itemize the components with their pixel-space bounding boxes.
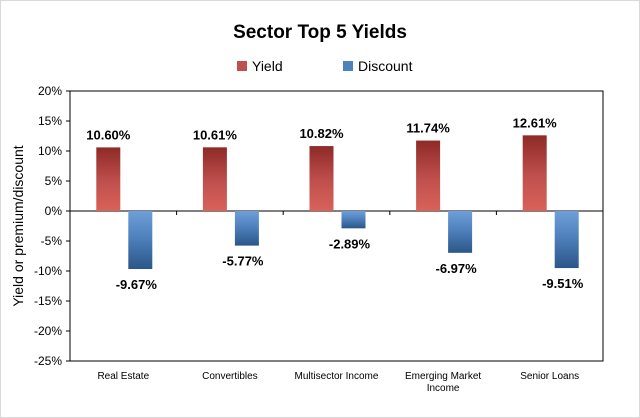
x-category-label: Real Estate xyxy=(97,371,149,382)
y-tick-label: -20% xyxy=(34,324,62,338)
plot-area: -25% -20% -15% -10% -5% 0% 5% 10% 15% 20% 10.60% -9… xyxy=(34,84,604,394)
y-tick-label: 0% xyxy=(45,204,63,218)
data-label-yield: 12.61% xyxy=(513,115,558,130)
bar-yield xyxy=(96,147,121,211)
bar-yield xyxy=(416,140,441,211)
data-label-yield: 10.60% xyxy=(86,127,131,142)
y-tick-label: -10% xyxy=(34,264,62,278)
legend-swatch-discount xyxy=(343,61,353,71)
data-label-yield: 10.82% xyxy=(299,126,344,141)
data-label-discount: -5.77% xyxy=(222,254,264,269)
data-label-yield: 10.61% xyxy=(193,127,238,142)
chart-title: Sector Top 5 Yields xyxy=(233,22,407,43)
legend-label-yield: Yield xyxy=(252,58,283,74)
legend-label-discount: Discount xyxy=(358,58,413,74)
data-label-discount: -6.97% xyxy=(435,261,477,276)
bar-discount xyxy=(234,211,259,246)
y-tick-label: -25% xyxy=(34,354,62,368)
y-tick-label: 5% xyxy=(45,174,63,188)
y-tick-label: 10% xyxy=(38,144,62,158)
x-category-label: Convertibles xyxy=(202,371,258,382)
y-axis-title: Yield or premium/discount xyxy=(10,145,26,306)
bar-discount xyxy=(341,211,366,229)
y-tick-label: 20% xyxy=(38,84,62,98)
data-label-yield: 11.74% xyxy=(406,121,450,136)
y-tick-label: -5% xyxy=(41,234,63,248)
plot-border xyxy=(69,90,604,362)
bar-yield xyxy=(309,146,334,211)
legend: Yield Discount xyxy=(237,58,413,74)
x-category-label: Multisector Income xyxy=(295,371,379,382)
data-label-discount: -2.89% xyxy=(329,236,371,251)
data-label-discount: -9.67% xyxy=(116,277,158,292)
y-tick-label: 15% xyxy=(38,114,62,128)
legend-swatch-yield xyxy=(237,61,247,71)
x-category-label: Emerging Market Income xyxy=(405,371,481,394)
bar-discount xyxy=(554,211,579,269)
bar-yield xyxy=(522,135,547,211)
data-label-discount: -9.51% xyxy=(542,276,584,291)
bar-discount xyxy=(448,211,473,253)
y-tick-label: -15% xyxy=(34,294,62,308)
bar-discount xyxy=(128,211,153,270)
bar-yield xyxy=(202,147,227,211)
x-category-label: Senior Loans xyxy=(520,371,579,382)
